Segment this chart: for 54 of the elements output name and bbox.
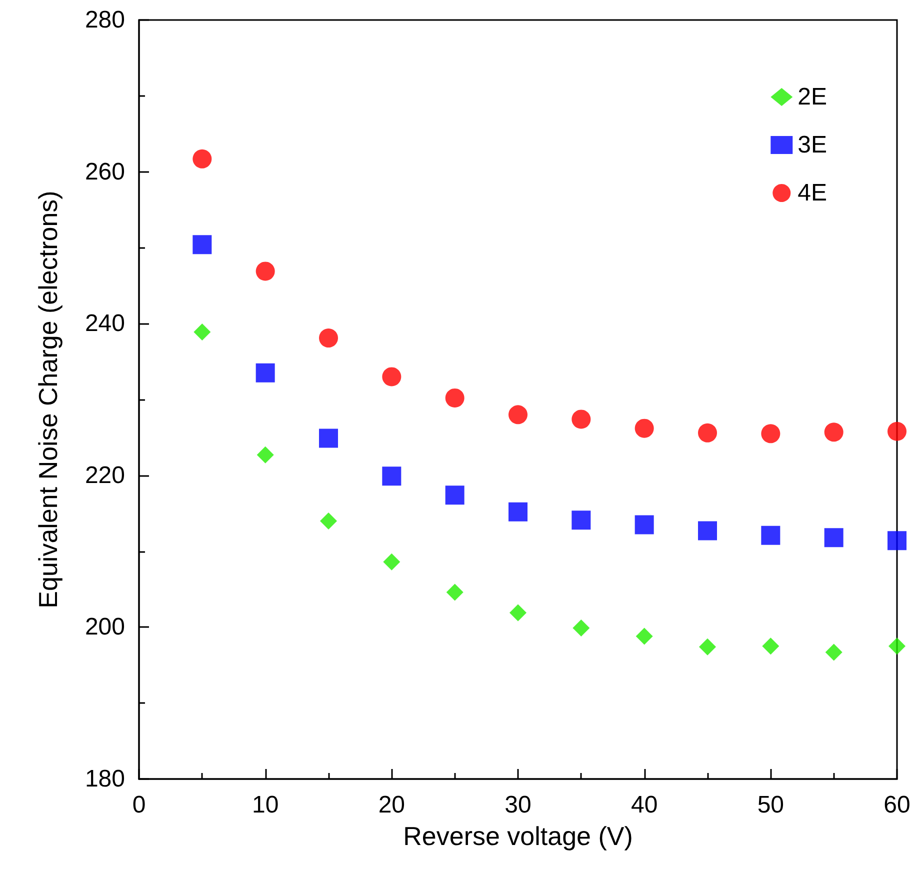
point <box>572 410 591 429</box>
legend-label: 3E <box>798 132 828 158</box>
point <box>320 512 337 530</box>
point <box>445 486 464 505</box>
point <box>699 638 716 656</box>
x-tick-label: 0 <box>132 792 146 818</box>
legend-label: 2E <box>798 84 828 110</box>
x-tick-label: 40 <box>630 792 658 818</box>
x-axis-title: Reverse voltage (V) <box>403 821 633 851</box>
point <box>508 502 528 522</box>
y-tick-label: 220 <box>84 462 125 489</box>
x-tick-label: 10 <box>252 792 279 818</box>
point <box>888 422 906 441</box>
y-axis-title: Equivalent Noise Charge (electrons) <box>33 190 63 608</box>
point <box>192 235 212 254</box>
point <box>762 638 780 655</box>
point <box>256 446 274 464</box>
x-tick-label: 20 <box>378 792 406 818</box>
x-tick-label: 30 <box>504 792 532 818</box>
point <box>510 604 526 622</box>
point <box>824 528 844 548</box>
x-tick-label: 60 <box>884 792 910 818</box>
point <box>446 584 464 601</box>
point <box>636 628 653 645</box>
point <box>888 638 906 655</box>
point <box>761 526 780 545</box>
point <box>319 328 338 348</box>
point <box>825 644 842 661</box>
y-tick-label: 280 <box>84 6 125 34</box>
legend-label: 4E <box>798 180 828 206</box>
point <box>572 510 591 530</box>
point <box>192 149 212 168</box>
point <box>698 521 717 540</box>
point <box>194 323 211 340</box>
y-tick-label: 240 <box>84 310 125 338</box>
point <box>761 424 780 444</box>
point <box>888 531 906 550</box>
point <box>319 428 338 448</box>
point <box>634 418 654 438</box>
point <box>256 262 275 281</box>
point <box>508 405 528 424</box>
point <box>256 363 275 382</box>
point <box>634 515 654 534</box>
point <box>445 388 464 408</box>
y-tick-label: 180 <box>84 766 125 792</box>
point <box>382 367 402 386</box>
point <box>382 466 402 486</box>
point <box>572 619 590 636</box>
point <box>698 423 717 442</box>
point <box>824 422 844 442</box>
point <box>383 553 400 570</box>
y-tick-label: 260 <box>84 158 125 186</box>
x-tick-label: 50 <box>757 792 784 818</box>
y-tick-label: 200 <box>84 614 125 641</box>
